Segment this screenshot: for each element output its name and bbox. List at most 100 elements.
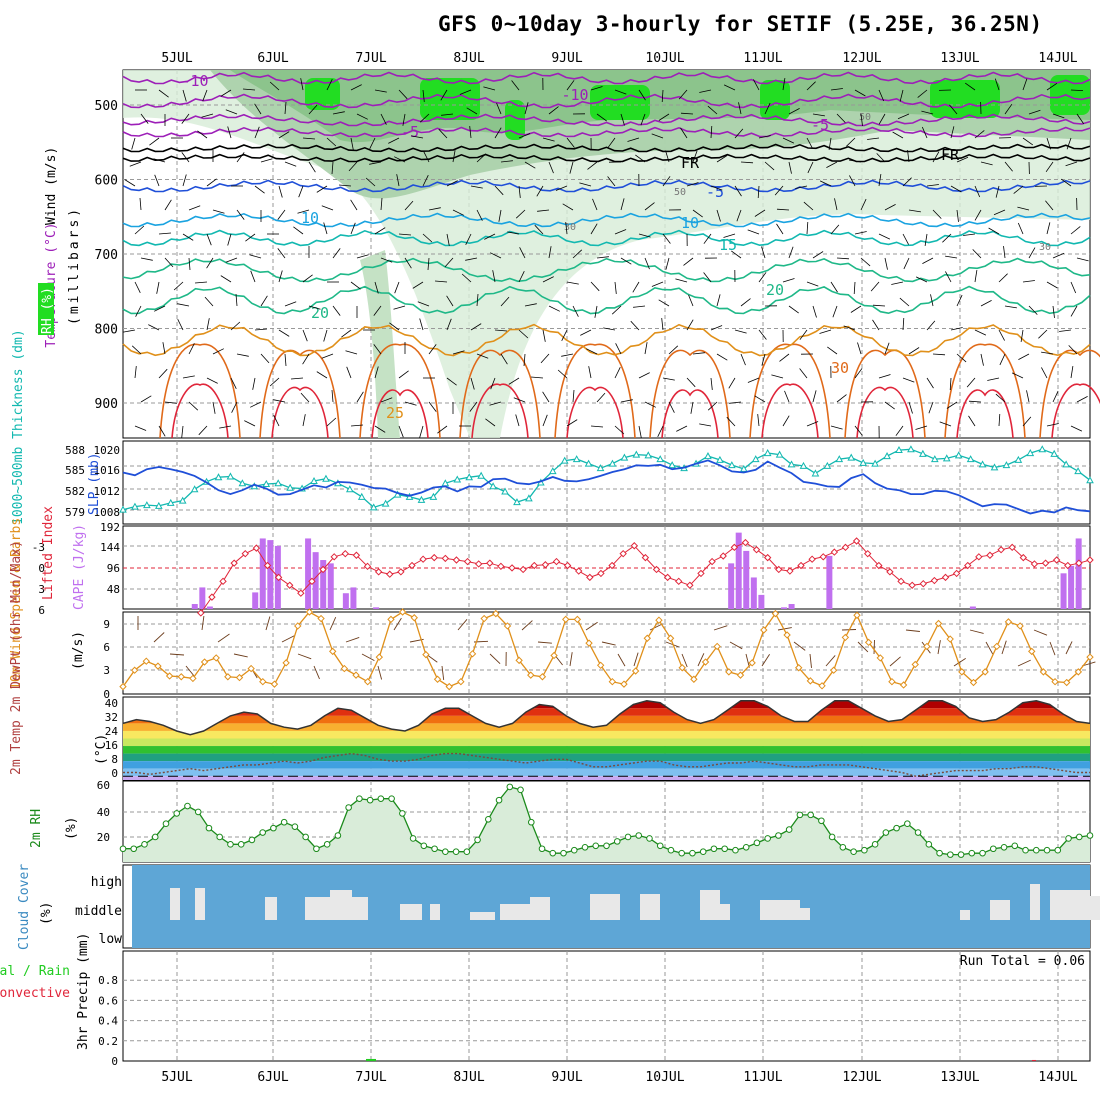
wind-barb bbox=[587, 161, 598, 170]
wind-barb bbox=[302, 274, 313, 283]
wind-barb bbox=[521, 620, 533, 631]
li-point bbox=[1030, 560, 1039, 568]
wind-speed-point bbox=[608, 677, 617, 686]
wind-barb bbox=[254, 185, 265, 194]
wind-barb bbox=[974, 130, 985, 139]
wind-barb bbox=[452, 150, 456, 163]
rh-point bbox=[506, 783, 514, 791]
wind-speed-point bbox=[387, 615, 395, 624]
wind-speed-point bbox=[224, 673, 232, 681]
wind-tick: 3 bbox=[103, 664, 110, 677]
wind-speed-point bbox=[189, 674, 197, 683]
li-point bbox=[686, 581, 694, 589]
temp-label-group: 2m Temp 2m DewPt (6hr Min/Max) bbox=[9, 540, 24, 775]
li-label-group: Lifted Index bbox=[41, 506, 56, 600]
wind-barb bbox=[278, 329, 290, 337]
wind-barb bbox=[819, 180, 832, 187]
wind-barb bbox=[854, 425, 863, 436]
wind-barb bbox=[638, 89, 646, 101]
rh-point bbox=[925, 841, 933, 848]
cloud-label: Cloud Cover bbox=[17, 864, 32, 950]
wind-barb bbox=[245, 233, 256, 242]
contour-line bbox=[844, 349, 926, 439]
slp-label: SLP (mb) bbox=[87, 452, 102, 515]
wind-barb bbox=[437, 425, 448, 434]
wind-barb bbox=[398, 89, 408, 100]
li-point bbox=[263, 561, 272, 570]
wind-barb bbox=[716, 353, 728, 361]
wind-barb bbox=[846, 137, 856, 147]
rh-area bbox=[123, 786, 1090, 862]
wind-barb bbox=[164, 199, 172, 211]
temp-tick: 16 bbox=[105, 739, 118, 752]
wind-speed-point bbox=[958, 668, 966, 676]
thickness-line bbox=[122, 448, 1091, 511]
li-point bbox=[208, 593, 216, 601]
wind-barb bbox=[627, 137, 640, 142]
wind-barb bbox=[734, 128, 744, 139]
wind-speed-point bbox=[911, 660, 919, 669]
wind-barb bbox=[206, 318, 210, 331]
wind-barb bbox=[254, 103, 262, 115]
contour-label: 30 bbox=[831, 359, 849, 377]
wind-barb bbox=[734, 185, 742, 197]
contour-label: 30 bbox=[1039, 242, 1051, 253]
wind-barb bbox=[326, 417, 337, 427]
wind-barb bbox=[281, 635, 295, 643]
temp-unit-group: (°C) bbox=[94, 734, 109, 765]
wind-barb bbox=[899, 89, 904, 102]
rh-point bbox=[828, 833, 836, 841]
rh-point bbox=[151, 833, 159, 841]
contour-line bbox=[749, 343, 831, 439]
wind-barb bbox=[1049, 641, 1056, 656]
cape-bar bbox=[342, 593, 349, 609]
wind-barb bbox=[350, 222, 356, 235]
wind-barb bbox=[548, 161, 554, 174]
wind-barb bbox=[250, 401, 262, 408]
wind-barb bbox=[782, 78, 786, 91]
wind-barb bbox=[323, 222, 328, 235]
wind-barb bbox=[380, 113, 387, 125]
wind-barb bbox=[204, 296, 214, 307]
li-point bbox=[975, 553, 983, 561]
wind-barb bbox=[434, 280, 448, 283]
wind-barb bbox=[884, 204, 896, 211]
wind-barb bbox=[572, 305, 579, 317]
wind-barb bbox=[917, 89, 928, 98]
wind-barb bbox=[849, 159, 862, 163]
wind-barb bbox=[707, 401, 718, 411]
li-point bbox=[797, 561, 805, 570]
wind-barb bbox=[830, 88, 843, 91]
wind-barb bbox=[651, 281, 664, 287]
wind-speed-point bbox=[538, 673, 547, 681]
li-point bbox=[230, 559, 238, 567]
day-label-bottom: 11JUL bbox=[743, 1070, 782, 1085]
thickness-point bbox=[1038, 445, 1047, 453]
wind-barb bbox=[1068, 345, 1078, 355]
wind-speed-point bbox=[492, 609, 500, 618]
rh-point bbox=[689, 849, 696, 857]
wind-barb bbox=[235, 293, 238, 307]
wind-barb bbox=[494, 127, 502, 139]
wind-barb bbox=[388, 137, 400, 144]
wind-barb bbox=[747, 377, 760, 383]
wind-barb bbox=[562, 203, 574, 211]
wind-barb bbox=[850, 305, 862, 313]
rh-point bbox=[1065, 835, 1072, 842]
wind-barb bbox=[703, 233, 712, 244]
wind-speed-point bbox=[398, 608, 407, 616]
wind-barb bbox=[356, 113, 368, 120]
wind-barb bbox=[860, 198, 867, 211]
wind-barb bbox=[350, 281, 361, 290]
rh-point bbox=[216, 833, 223, 841]
li-point bbox=[1086, 556, 1094, 564]
cloud-block bbox=[400, 904, 422, 920]
wind-barb bbox=[980, 300, 992, 307]
wind-barb bbox=[158, 89, 169, 98]
rh-point bbox=[570, 846, 578, 854]
wind-unit-group: (m/s) bbox=[71, 631, 86, 670]
wind-barb bbox=[854, 89, 866, 97]
thickness-point bbox=[119, 505, 127, 513]
rh-point bbox=[990, 845, 997, 853]
wind-barb bbox=[242, 88, 256, 91]
